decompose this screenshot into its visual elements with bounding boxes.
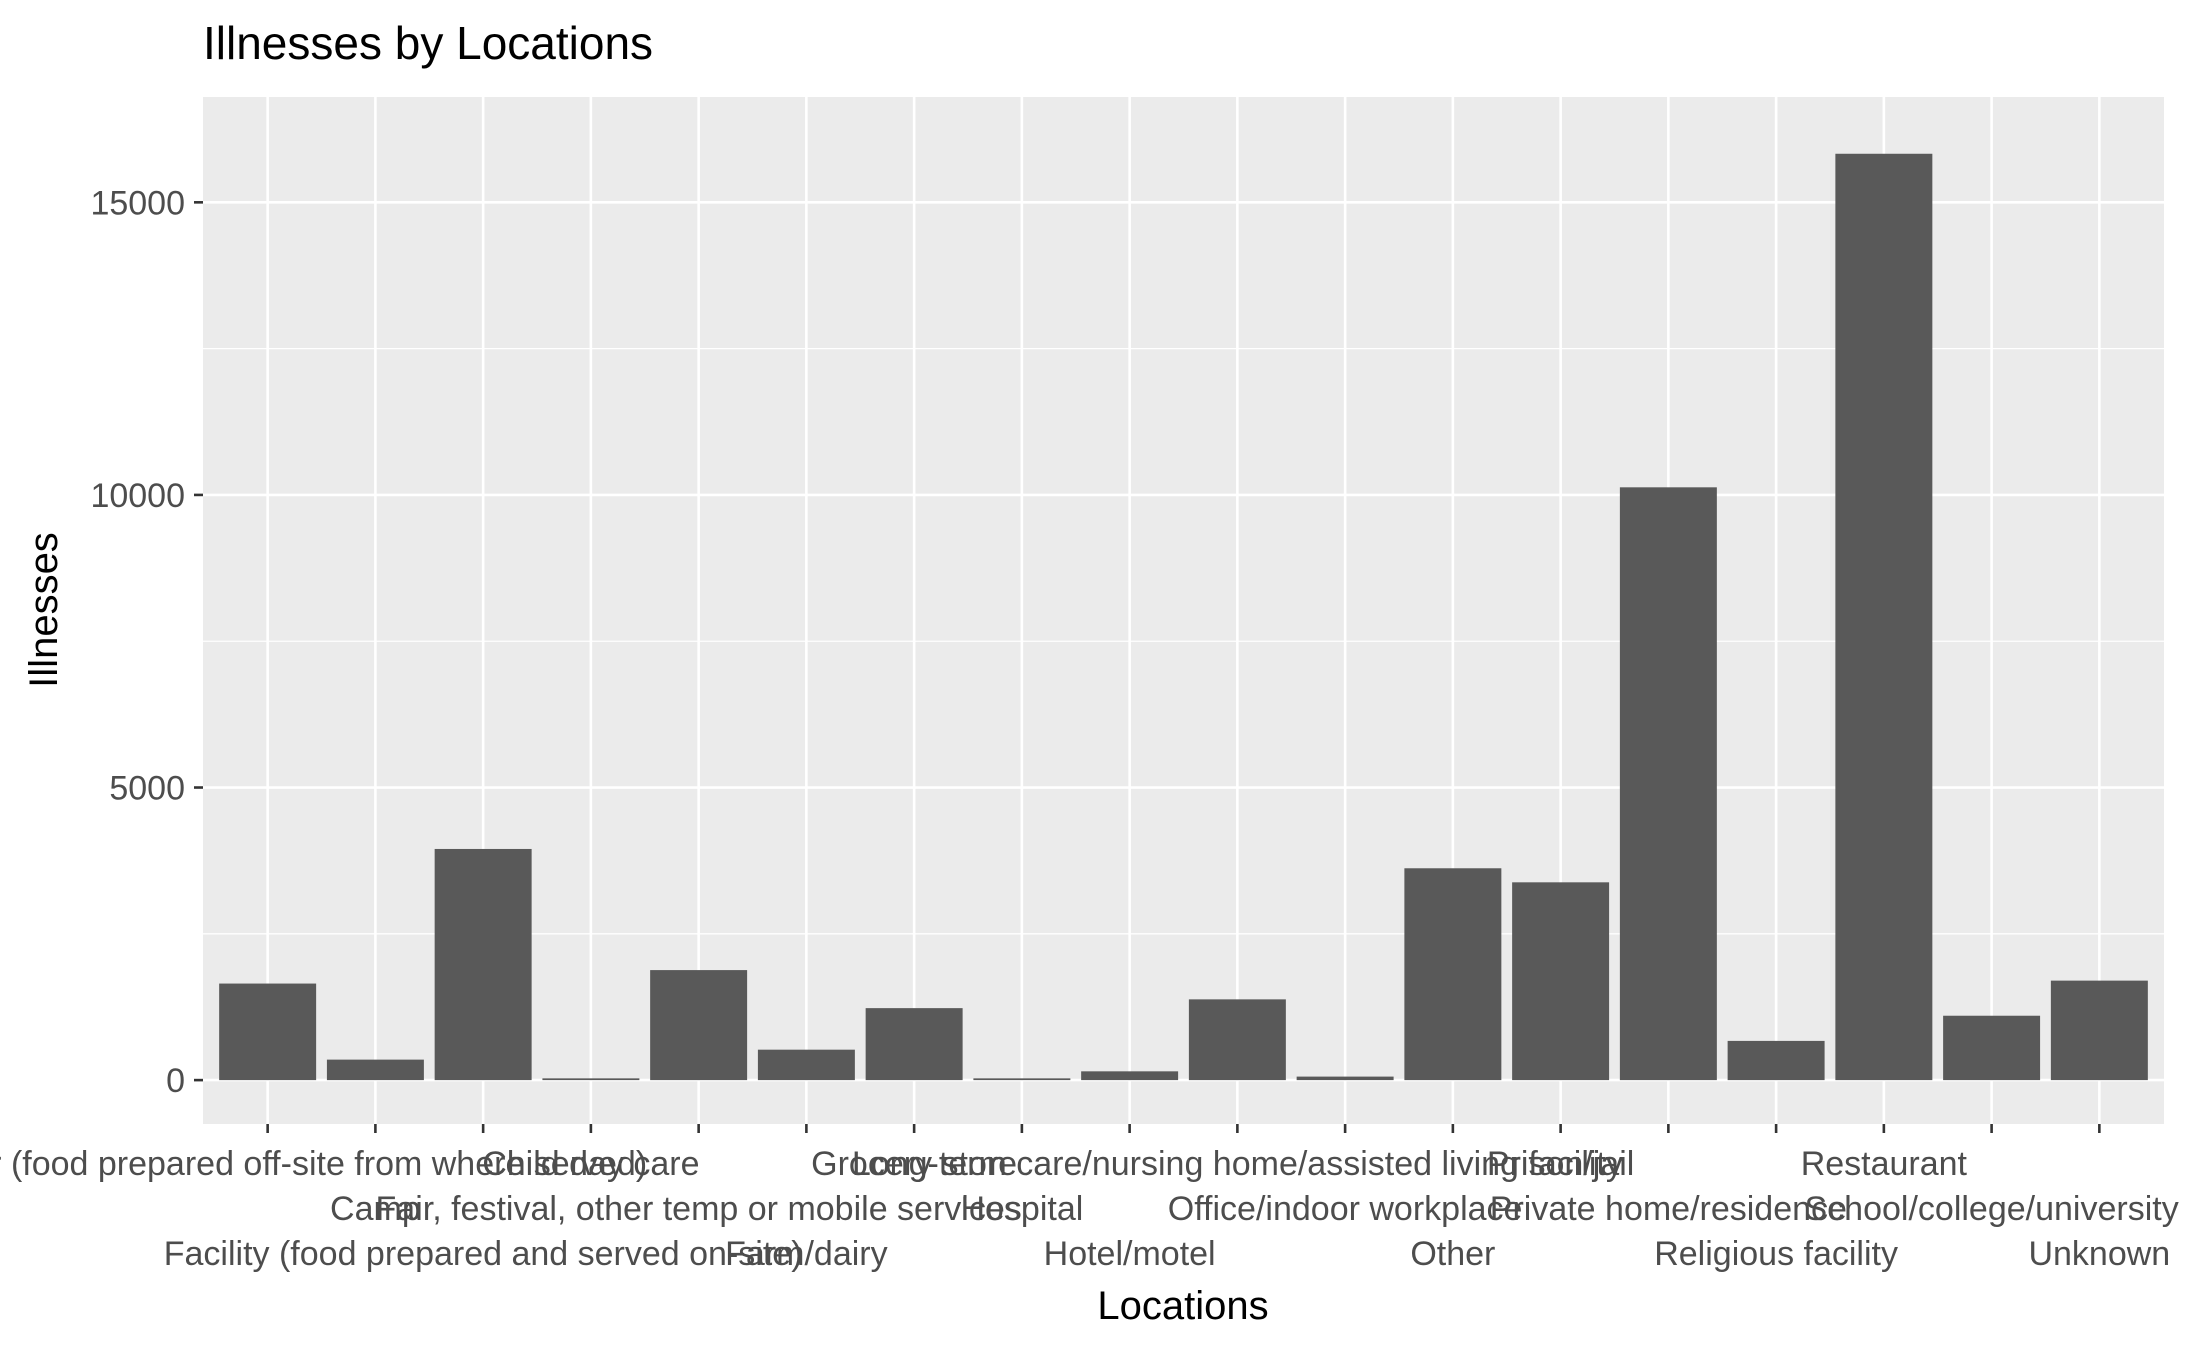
bar bbox=[326, 1059, 424, 1081]
bar bbox=[650, 970, 748, 1081]
x-axis: Caterer (food prepared off-site from whe… bbox=[0, 1124, 2179, 1273]
x-axis-title: Locations bbox=[1097, 1284, 1268, 1328]
bar bbox=[757, 1049, 855, 1081]
x-tick-label: Religious facility bbox=[1654, 1235, 1898, 1273]
x-tick-label: Restaurant bbox=[1801, 1145, 1968, 1183]
x-tick-label: Facility (food prepared and served on-si… bbox=[164, 1235, 803, 1273]
bar bbox=[865, 1008, 963, 1081]
x-tick-label: Child day care bbox=[482, 1145, 699, 1183]
bar bbox=[1296, 1076, 1394, 1081]
x-tick-label: Grocery store bbox=[811, 1145, 1017, 1183]
y-tick-label: 0 bbox=[166, 1062, 185, 1100]
bar bbox=[1943, 1015, 2041, 1081]
x-tick-label: School/college/university bbox=[1805, 1190, 2179, 1228]
x-tick-label: Caterer (food prepared off-site from whe… bbox=[0, 1145, 647, 1183]
bar bbox=[2050, 980, 2148, 1081]
y-tick-label: 5000 bbox=[109, 770, 185, 808]
x-tick-label: Fair, festival, other temp or mobile ser… bbox=[376, 1190, 1022, 1228]
bar bbox=[1081, 1071, 1179, 1081]
bar bbox=[219, 983, 317, 1081]
x-tick-label: Office/indoor workplace bbox=[1168, 1190, 1523, 1228]
x-tick-label: Prison/jail bbox=[1487, 1145, 1634, 1183]
bar bbox=[1188, 999, 1286, 1081]
y-axis: 0 5000 10000 15000 bbox=[90, 184, 203, 1100]
x-tick-label: Hospital bbox=[960, 1190, 1083, 1228]
chart-title: Illnesses by Locations bbox=[203, 17, 653, 69]
bar bbox=[542, 1078, 640, 1081]
x-tick-label: Hotel/motel bbox=[1044, 1235, 1216, 1273]
x-tick-label: Farm/dairy bbox=[725, 1235, 887, 1273]
y-tick-label: 10000 bbox=[90, 477, 185, 515]
bar bbox=[1619, 487, 1717, 1081]
y-axis-title: Illnesses bbox=[22, 532, 66, 688]
bar bbox=[1835, 153, 1933, 1081]
x-tick-label: Long-term care/nursing home/assisted liv… bbox=[852, 1145, 1623, 1183]
x-tick-label: Other bbox=[1410, 1235, 1495, 1273]
x-tick-label: Unknown bbox=[2028, 1235, 2170, 1273]
bar bbox=[1512, 882, 1610, 1081]
bar bbox=[434, 848, 532, 1081]
bar bbox=[973, 1078, 1071, 1081]
x-tick-label: Private home/residence bbox=[1490, 1190, 1847, 1228]
bar bbox=[1727, 1040, 1825, 1081]
x-tick-label: Camp bbox=[330, 1190, 421, 1228]
bar bbox=[1404, 868, 1502, 1081]
y-tick-label: 15000 bbox=[90, 184, 185, 222]
bars bbox=[219, 153, 2148, 1081]
